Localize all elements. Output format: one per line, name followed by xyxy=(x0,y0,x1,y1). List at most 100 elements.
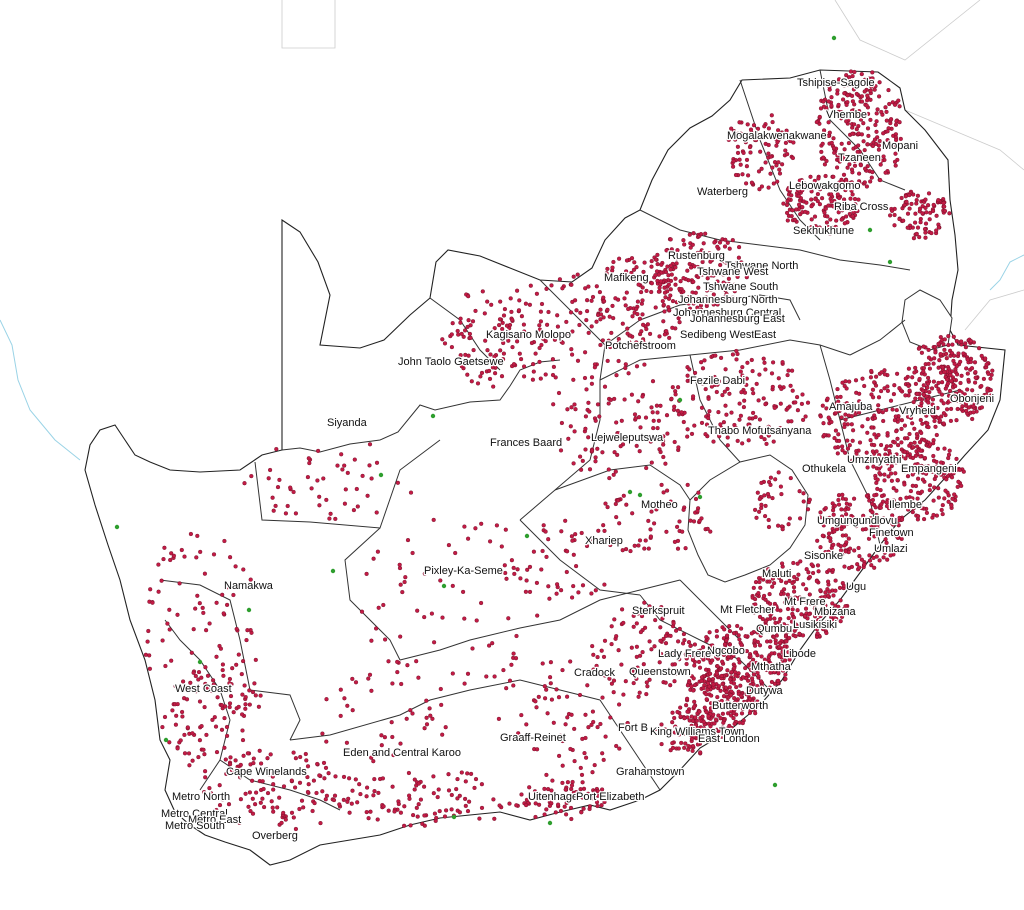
facility-point xyxy=(704,288,709,293)
facility-point xyxy=(664,529,669,534)
facility-point xyxy=(538,309,543,314)
facility-point xyxy=(214,654,219,659)
facility-point xyxy=(655,262,660,267)
facility-point xyxy=(800,633,806,638)
facility-point xyxy=(699,307,704,312)
facility-point xyxy=(494,523,499,528)
facility-point xyxy=(751,610,757,615)
facility-point xyxy=(948,418,953,423)
facility-point xyxy=(489,302,494,307)
facility-point xyxy=(651,426,656,431)
facility-point xyxy=(654,269,660,274)
facility-point xyxy=(624,258,630,263)
facility-point xyxy=(583,426,588,431)
facility-point xyxy=(846,565,852,571)
facility-point xyxy=(591,652,596,657)
facility-point xyxy=(936,486,941,491)
facility-point xyxy=(753,138,759,143)
facility-point xyxy=(695,275,701,280)
facility-point xyxy=(251,760,256,766)
facility-point xyxy=(695,742,700,747)
facility-point xyxy=(160,638,165,643)
facility-point xyxy=(715,382,720,387)
facility-point xyxy=(822,230,827,235)
facility-point xyxy=(609,624,614,629)
facility-point xyxy=(250,811,256,816)
facility-point xyxy=(658,279,663,284)
facility-point xyxy=(681,507,686,512)
label-siyanda: Siyanda xyxy=(327,417,368,429)
facility-point xyxy=(234,626,239,632)
facility-point xyxy=(632,260,637,265)
label-cape-winelands: Cape Winelands xyxy=(226,766,307,778)
facility-point xyxy=(538,376,543,381)
facility-point xyxy=(317,773,322,778)
facility-point xyxy=(668,499,673,504)
facility-point xyxy=(949,475,955,480)
facility-point xyxy=(878,178,883,183)
label-potchefstroom: Potchefstroom xyxy=(605,340,676,352)
facility-point xyxy=(701,719,706,724)
facility-point xyxy=(797,516,803,521)
facility-point xyxy=(350,708,355,713)
facility-point xyxy=(220,667,225,673)
facility-point xyxy=(969,366,975,371)
facility-point xyxy=(890,513,895,518)
facility-point xyxy=(970,388,975,393)
facility-point xyxy=(540,661,545,666)
facility-point xyxy=(637,538,643,543)
facility-point xyxy=(193,673,198,679)
facility-point xyxy=(923,221,929,226)
facility-point xyxy=(758,679,764,684)
facility-point xyxy=(514,803,519,808)
facility-point xyxy=(623,362,628,367)
facility-point xyxy=(918,464,924,469)
facility-point xyxy=(568,805,574,810)
facility-point xyxy=(702,653,707,658)
facility-point xyxy=(442,814,448,819)
facility-point xyxy=(156,589,161,594)
facility-point xyxy=(879,502,884,507)
facility-point xyxy=(847,379,852,384)
facility-point xyxy=(883,105,888,110)
facility-point xyxy=(687,378,693,383)
facility-point xyxy=(922,227,928,232)
facility-point xyxy=(616,358,621,364)
facility-point xyxy=(545,711,550,716)
facility-point xyxy=(637,607,642,613)
facility-point xyxy=(696,285,701,290)
facility-point xyxy=(386,659,391,664)
facility-point xyxy=(181,679,186,684)
facility-point xyxy=(856,545,861,551)
facility-point xyxy=(862,89,867,94)
facility-point xyxy=(785,623,790,629)
facility-point xyxy=(907,431,912,437)
facility-point xyxy=(910,421,915,426)
facility-point xyxy=(808,174,813,179)
facility-point xyxy=(721,259,726,264)
facility-point xyxy=(966,377,971,382)
facility-point xyxy=(545,786,551,792)
facility-point xyxy=(598,317,603,322)
facility-point xyxy=(721,727,726,732)
facility-point xyxy=(789,214,794,219)
facility-point xyxy=(614,514,619,520)
facility-point xyxy=(390,681,395,686)
facility-point xyxy=(755,639,760,645)
facility-point xyxy=(781,622,787,627)
facility-point xyxy=(768,171,773,176)
facility-point xyxy=(892,102,898,107)
facility-point xyxy=(626,306,631,312)
facility-point xyxy=(605,307,610,312)
facility-point xyxy=(839,514,845,519)
facility-point xyxy=(763,160,768,165)
facility-point xyxy=(893,144,898,149)
facility-point xyxy=(727,642,732,647)
facility-point xyxy=(653,305,658,310)
facility-point xyxy=(605,505,610,510)
facility-point xyxy=(769,371,775,376)
facility-point xyxy=(926,425,931,430)
facility-point xyxy=(753,415,758,420)
facility-point xyxy=(950,342,955,347)
label-metro-east: Metro East xyxy=(188,814,241,826)
